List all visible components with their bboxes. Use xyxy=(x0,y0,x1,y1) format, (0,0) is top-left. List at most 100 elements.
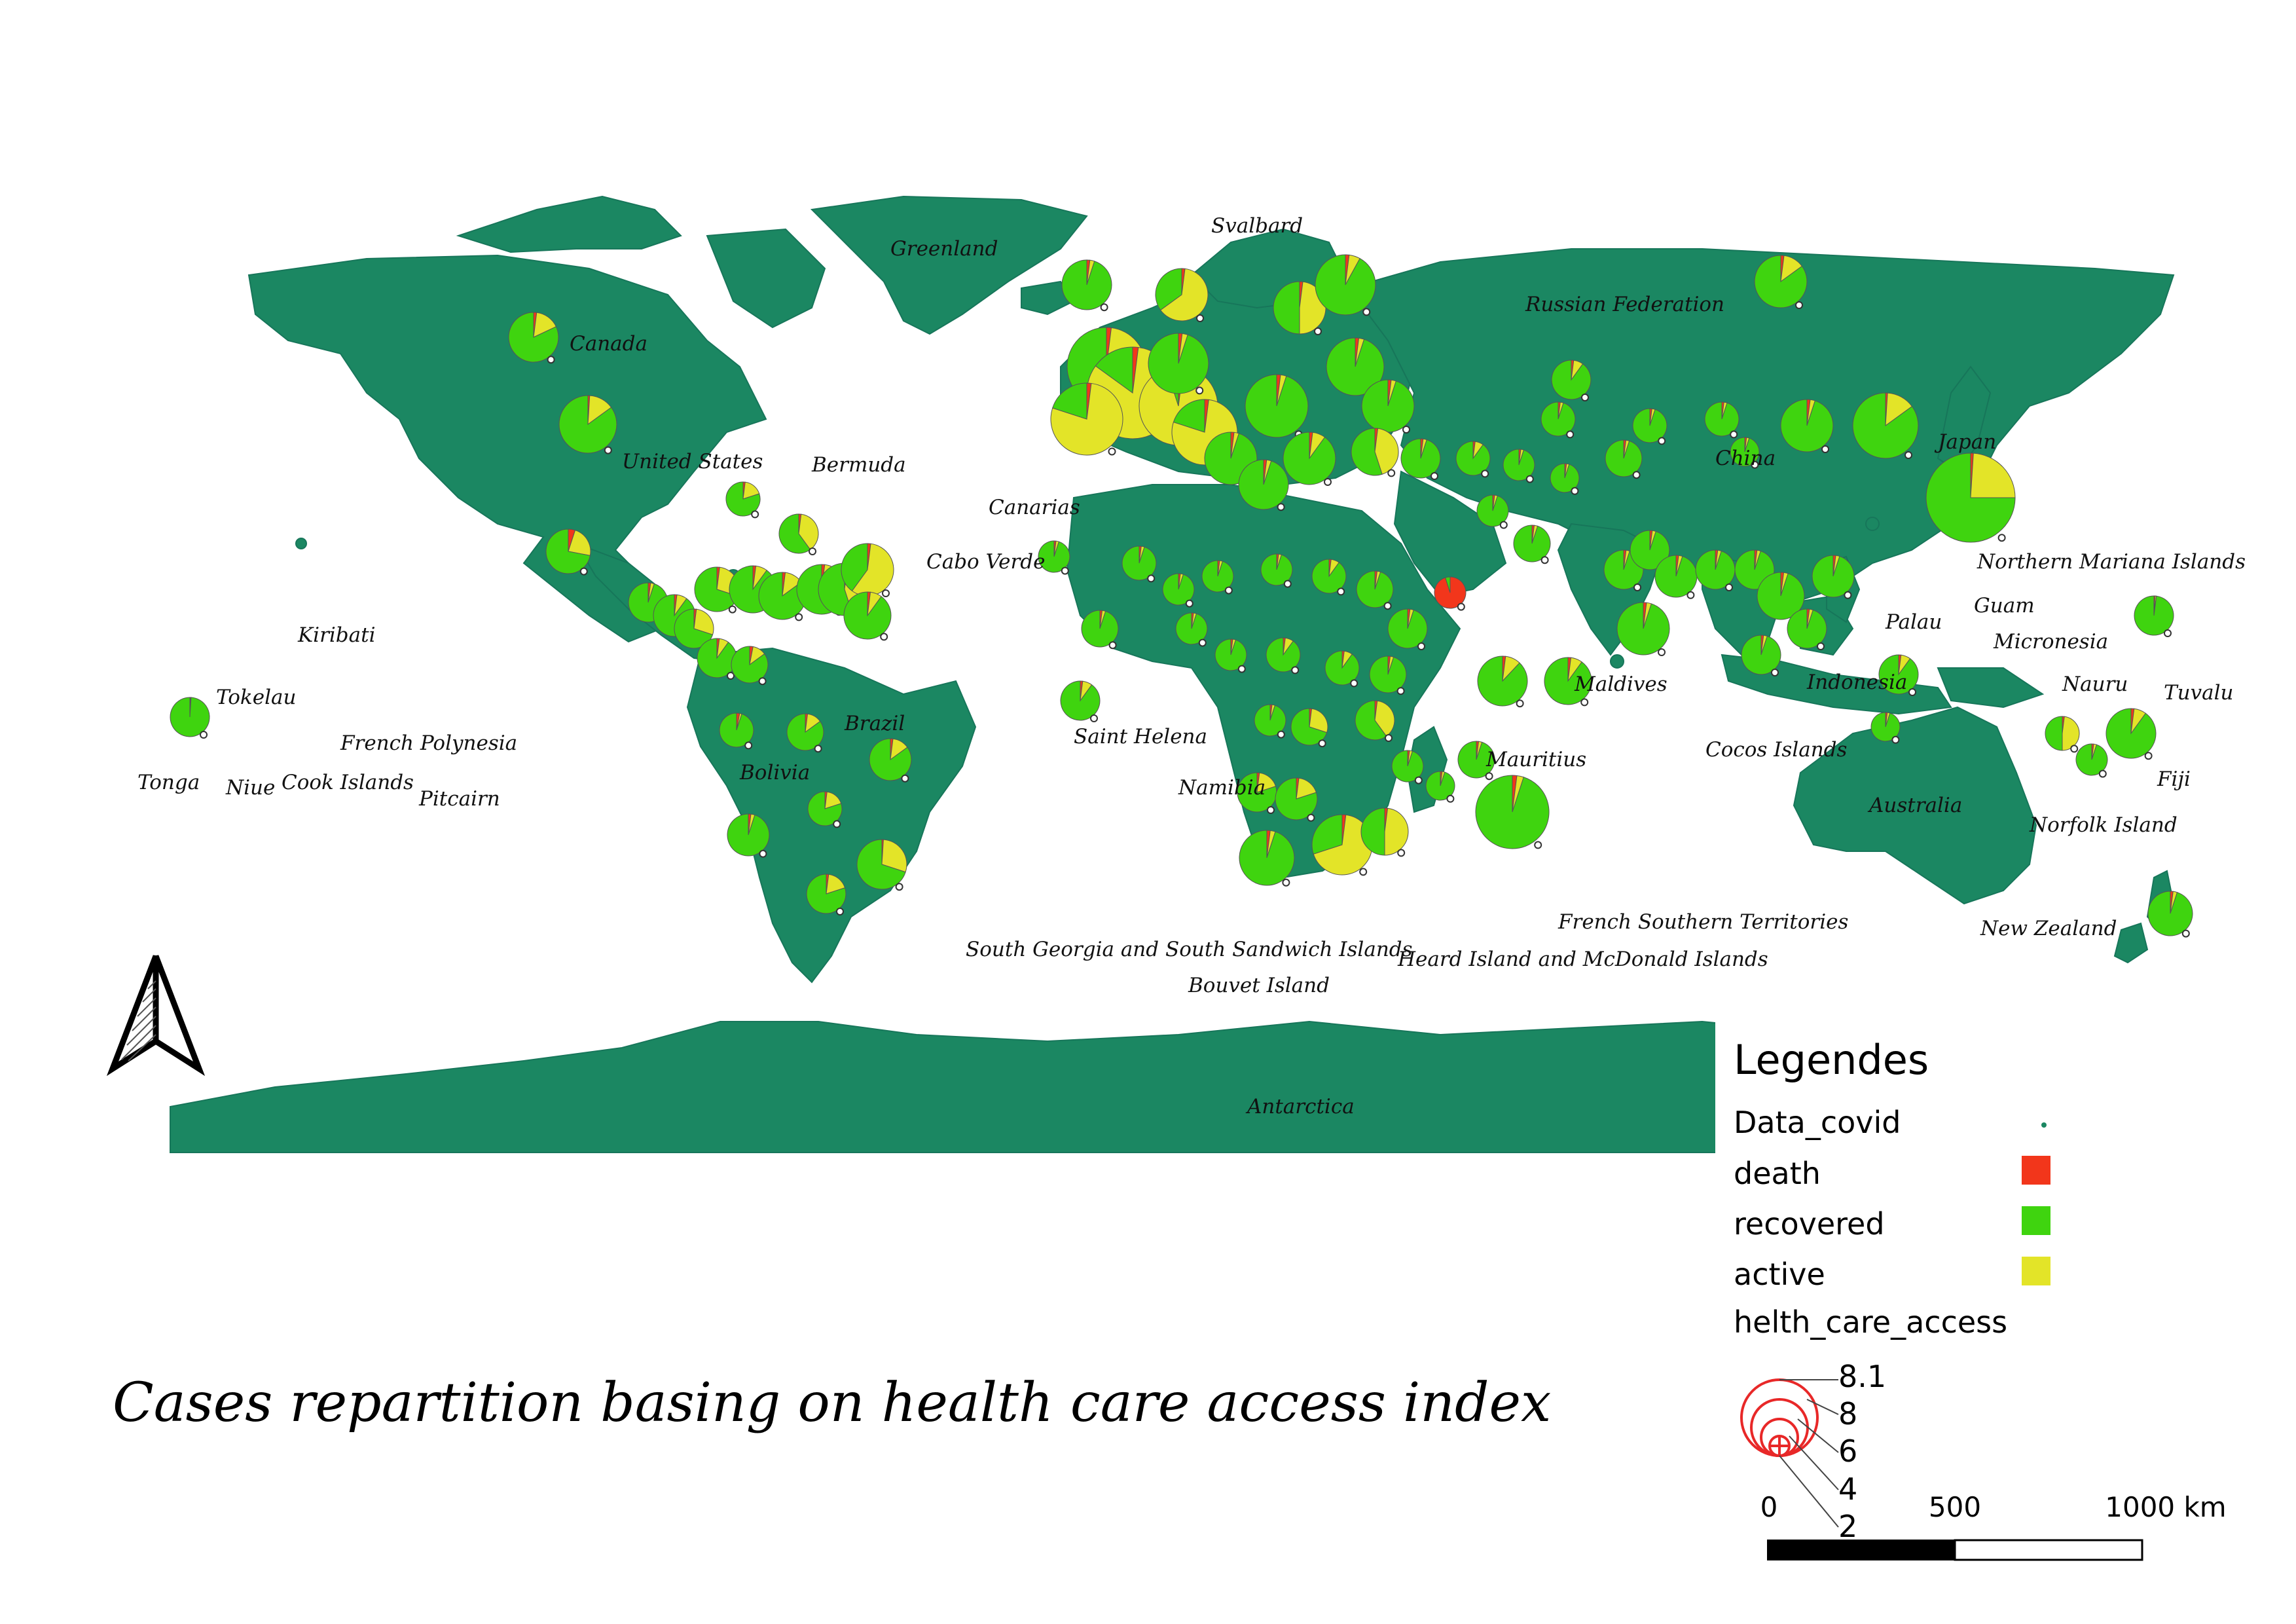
legend: Legendes Data_covid death recovered acti… xyxy=(1715,1022,2174,1572)
pie-slice-recovered xyxy=(1540,401,1576,437)
legend-size-value-2: 2 xyxy=(1838,1509,1857,1544)
location-point-icon xyxy=(1908,688,1916,696)
pie-slice-active xyxy=(568,530,591,556)
location-point-icon xyxy=(1725,583,1733,591)
island-sri-lanka xyxy=(1610,654,1624,669)
legend-size-value-4: 4 xyxy=(1838,1471,1857,1507)
pie-slice-active xyxy=(2062,716,2080,751)
pie-slice-recovered xyxy=(1254,704,1286,737)
pie-slice-recovered xyxy=(1351,428,1383,476)
location-point-icon xyxy=(1147,574,1156,583)
place-labels-layer: Greenland Svalbard Canada Russian Federa… xyxy=(137,214,2246,1118)
pie-slice-recovered xyxy=(1616,602,1670,655)
label-united-states: United States xyxy=(622,450,763,473)
pie-slice-recovered xyxy=(731,646,769,684)
location-point-icon xyxy=(1324,478,1332,486)
label-tonga: Tonga xyxy=(137,771,200,794)
pie-slice-recovered xyxy=(1870,712,1901,742)
label-china: China xyxy=(1715,447,1776,470)
pie-slice-recovered xyxy=(1730,437,1760,467)
pie-slice-active xyxy=(1970,452,2016,498)
label-norfolk-island: Norfolk Island xyxy=(2029,813,2178,837)
pie-slice-recovered xyxy=(1387,608,1428,649)
pie-markers-layer xyxy=(170,254,2193,938)
label-palau: Palau xyxy=(1885,610,1942,634)
pie-slice-recovered xyxy=(697,638,737,678)
label-australia: Australia xyxy=(1867,794,1962,817)
location-point-icon xyxy=(1383,602,1392,610)
location-point-icon xyxy=(882,589,890,597)
label-nauru: Nauru xyxy=(2062,673,2128,696)
legend-label-active: active xyxy=(1734,1257,1825,1292)
label-russian-federation: Russian Federation xyxy=(1525,293,1724,316)
pie-slice-recovered xyxy=(2075,743,2108,776)
label-cabo-verde: Cabo Verde xyxy=(926,550,1045,574)
legend-size-title: helth_care_access xyxy=(1734,1304,2007,1340)
label-guam: Guam xyxy=(1974,594,2035,618)
landmass-baffin xyxy=(706,228,826,329)
location-point-icon xyxy=(1224,586,1233,595)
landmass-new-zealand-south xyxy=(2113,922,2149,964)
location-point-icon xyxy=(758,677,767,686)
pie-slice-recovered xyxy=(1175,612,1208,645)
location-point-icon xyxy=(1997,534,2006,542)
location-point-icon xyxy=(1090,714,1098,722)
pie-slice-recovered xyxy=(1324,650,1360,686)
label-niue: Niue xyxy=(225,776,275,800)
pie-slice-recovered xyxy=(778,513,811,554)
landmass-asia xyxy=(1347,248,2175,604)
pie-slice-recovered xyxy=(1148,333,1209,394)
pie-slice-recovered xyxy=(1311,559,1347,594)
legend-layer-name: Data_covid xyxy=(1734,1105,1901,1140)
pie-slice-recovered xyxy=(1544,657,1592,705)
legend-size-value-6: 6 xyxy=(1838,1433,1857,1469)
pie-slice-recovered xyxy=(1878,654,1919,695)
pie-slice-recovered xyxy=(841,543,868,592)
label-cocos-islands: Cocos Islands xyxy=(1705,738,1847,762)
location-point-icon xyxy=(1658,648,1666,656)
landmass-indonesia xyxy=(1721,654,1952,715)
location-point-icon xyxy=(1100,303,1108,312)
north-arrow-icon xyxy=(106,955,206,1077)
location-point-icon xyxy=(1277,730,1285,739)
location-point-icon xyxy=(1277,503,1285,511)
label-pitcairn: Pitcairn xyxy=(418,787,500,811)
legend-point-icon xyxy=(2041,1122,2047,1128)
location-point-icon xyxy=(744,741,753,750)
pie-slice-recovered xyxy=(1238,459,1289,510)
location-point-icon xyxy=(1108,641,1117,650)
location-point-icon xyxy=(727,672,735,680)
location-point-icon xyxy=(1387,469,1396,477)
label-bolivia: Bolivia xyxy=(739,761,810,784)
location-point-icon xyxy=(1185,599,1194,608)
pie-slice-recovered xyxy=(1266,637,1301,673)
location-point-icon xyxy=(200,731,208,739)
pie-slice-recovered xyxy=(786,713,824,751)
landmass-arabia xyxy=(1393,470,1507,597)
scale-label-0: 0 xyxy=(1760,1491,1778,1523)
label-french-southern-territories: French Southern Territories xyxy=(1558,910,1848,934)
pie-slice-recovered xyxy=(843,591,892,640)
location-point-icon xyxy=(547,356,555,364)
pie-slice-recovered xyxy=(1155,268,1182,311)
label-french-polynesia: French Polynesia xyxy=(340,731,517,755)
legend-swatch-death xyxy=(2022,1156,2050,1185)
location-point-icon xyxy=(2070,745,2079,753)
location-point-icon xyxy=(1891,735,1900,744)
legend-leader-lines xyxy=(1779,1379,1839,1528)
location-point-icon xyxy=(2098,769,2107,778)
pie-slice-recovered xyxy=(1326,337,1385,396)
pie-slice-active xyxy=(1374,700,1395,737)
pie-slice-recovered xyxy=(1630,530,1670,570)
pie-slice-recovered xyxy=(1038,540,1070,573)
label-cook-islands: Cook Islands xyxy=(282,771,414,794)
location-point-icon xyxy=(1108,447,1116,456)
pie-slice-recovered xyxy=(1356,570,1394,608)
pie-slice-recovered xyxy=(1513,525,1551,563)
pie-slice-recovered xyxy=(1654,555,1698,598)
pie-slice-recovered xyxy=(1695,549,1736,590)
location-point-icon xyxy=(1481,470,1489,478)
pie-slice-recovered xyxy=(806,874,847,914)
location-point-icon xyxy=(1350,679,1358,688)
